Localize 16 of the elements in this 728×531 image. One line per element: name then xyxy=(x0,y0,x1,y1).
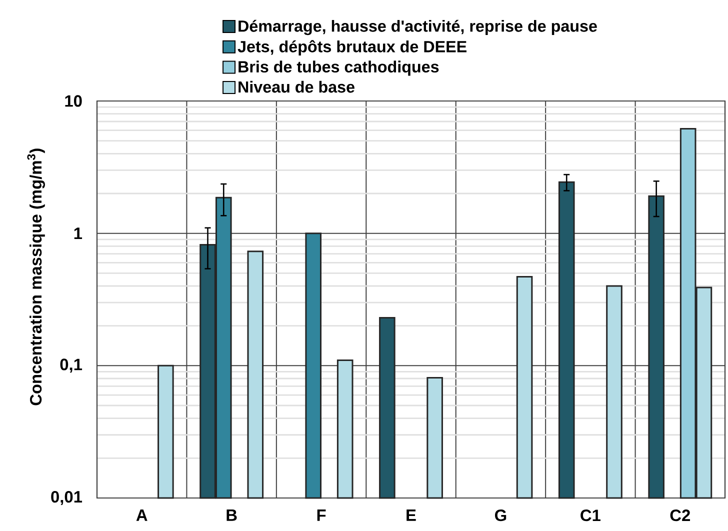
y-tick-label: 0,01 xyxy=(51,490,82,506)
x-tick-label: E xyxy=(406,510,416,521)
y-tick-label: 0,1 xyxy=(60,358,82,373)
x-tick-label: C1 xyxy=(580,510,600,522)
legend-label: Niveau de base xyxy=(238,80,354,93)
legend-label: Jets, dépôts brutaux de DEEE xyxy=(238,40,466,56)
x-tick-label: C2 xyxy=(670,510,690,522)
legend-label: Démarrage, hausse d'activité, reprise de pause xyxy=(238,20,597,36)
x-tick-label: A xyxy=(136,510,148,521)
y-axis-title: Concentration massique (mg/m$^{3}$) xyxy=(27,148,45,406)
legend-label: Bris de tubes cathodiques xyxy=(238,60,439,76)
x-tick-label: F xyxy=(317,510,326,521)
x-tick-label: B xyxy=(226,510,237,521)
y-tick-label: 10 xyxy=(65,95,82,107)
x-tick-label: G xyxy=(494,510,506,522)
y-tick-label: 1 xyxy=(74,228,82,239)
